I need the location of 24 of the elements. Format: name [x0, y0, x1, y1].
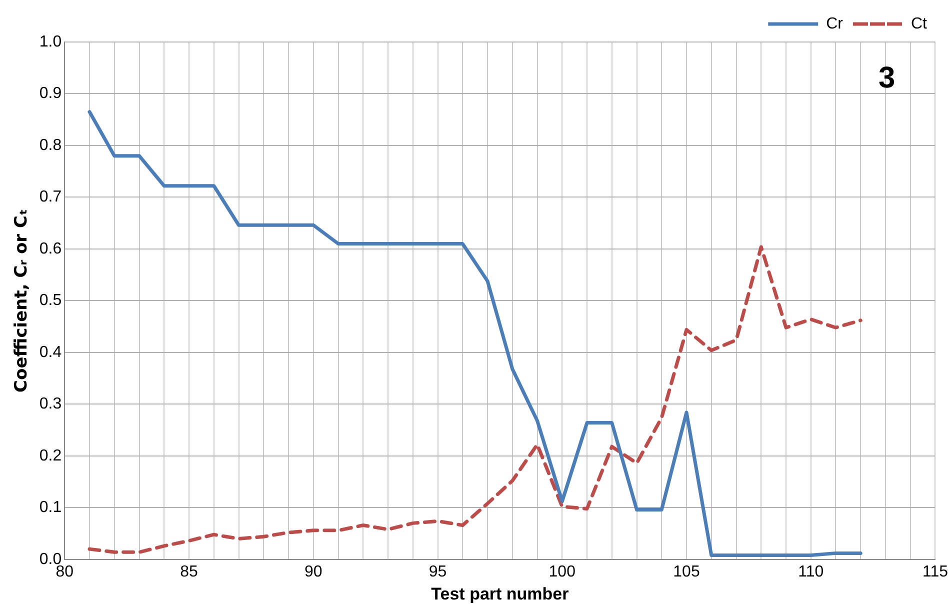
y-tick-label: 0.4	[39, 344, 62, 361]
y-tick-label: 0.1	[39, 499, 62, 516]
y-tick-label: 0.9	[39, 85, 62, 102]
annotation: 3	[878, 61, 896, 94]
x-tick-label: 95	[428, 563, 447, 580]
line-series	[88, 245, 862, 554]
y-tick-label: 0.3	[39, 396, 62, 413]
x-tick-label: 105	[673, 563, 700, 580]
x-axis-title: Test part number	[431, 584, 570, 604]
legend-label: Cr	[826, 15, 844, 32]
y-tick-label: 0.8	[39, 136, 62, 154]
y-tick-label: 0.5	[39, 292, 62, 310]
x-tick-label: 85	[180, 563, 198, 580]
y-axis-title: Coefficient, Cᵣ or Cₜ	[12, 208, 32, 392]
x-tick-label: 100	[548, 563, 576, 580]
y-tick-label: 1.0	[39, 33, 62, 50]
x-tick-label: 90	[304, 563, 322, 580]
y-tick-label: 0.7	[39, 188, 62, 206]
x-tick-label: 110	[798, 563, 824, 580]
x-tick-label: 115	[922, 563, 948, 580]
y-tick-label: 0.2	[39, 447, 62, 464]
y-tick-label: 0.6	[39, 240, 62, 258]
x-tick-label: 80	[56, 563, 74, 580]
legend-label: Ct	[911, 15, 928, 32]
